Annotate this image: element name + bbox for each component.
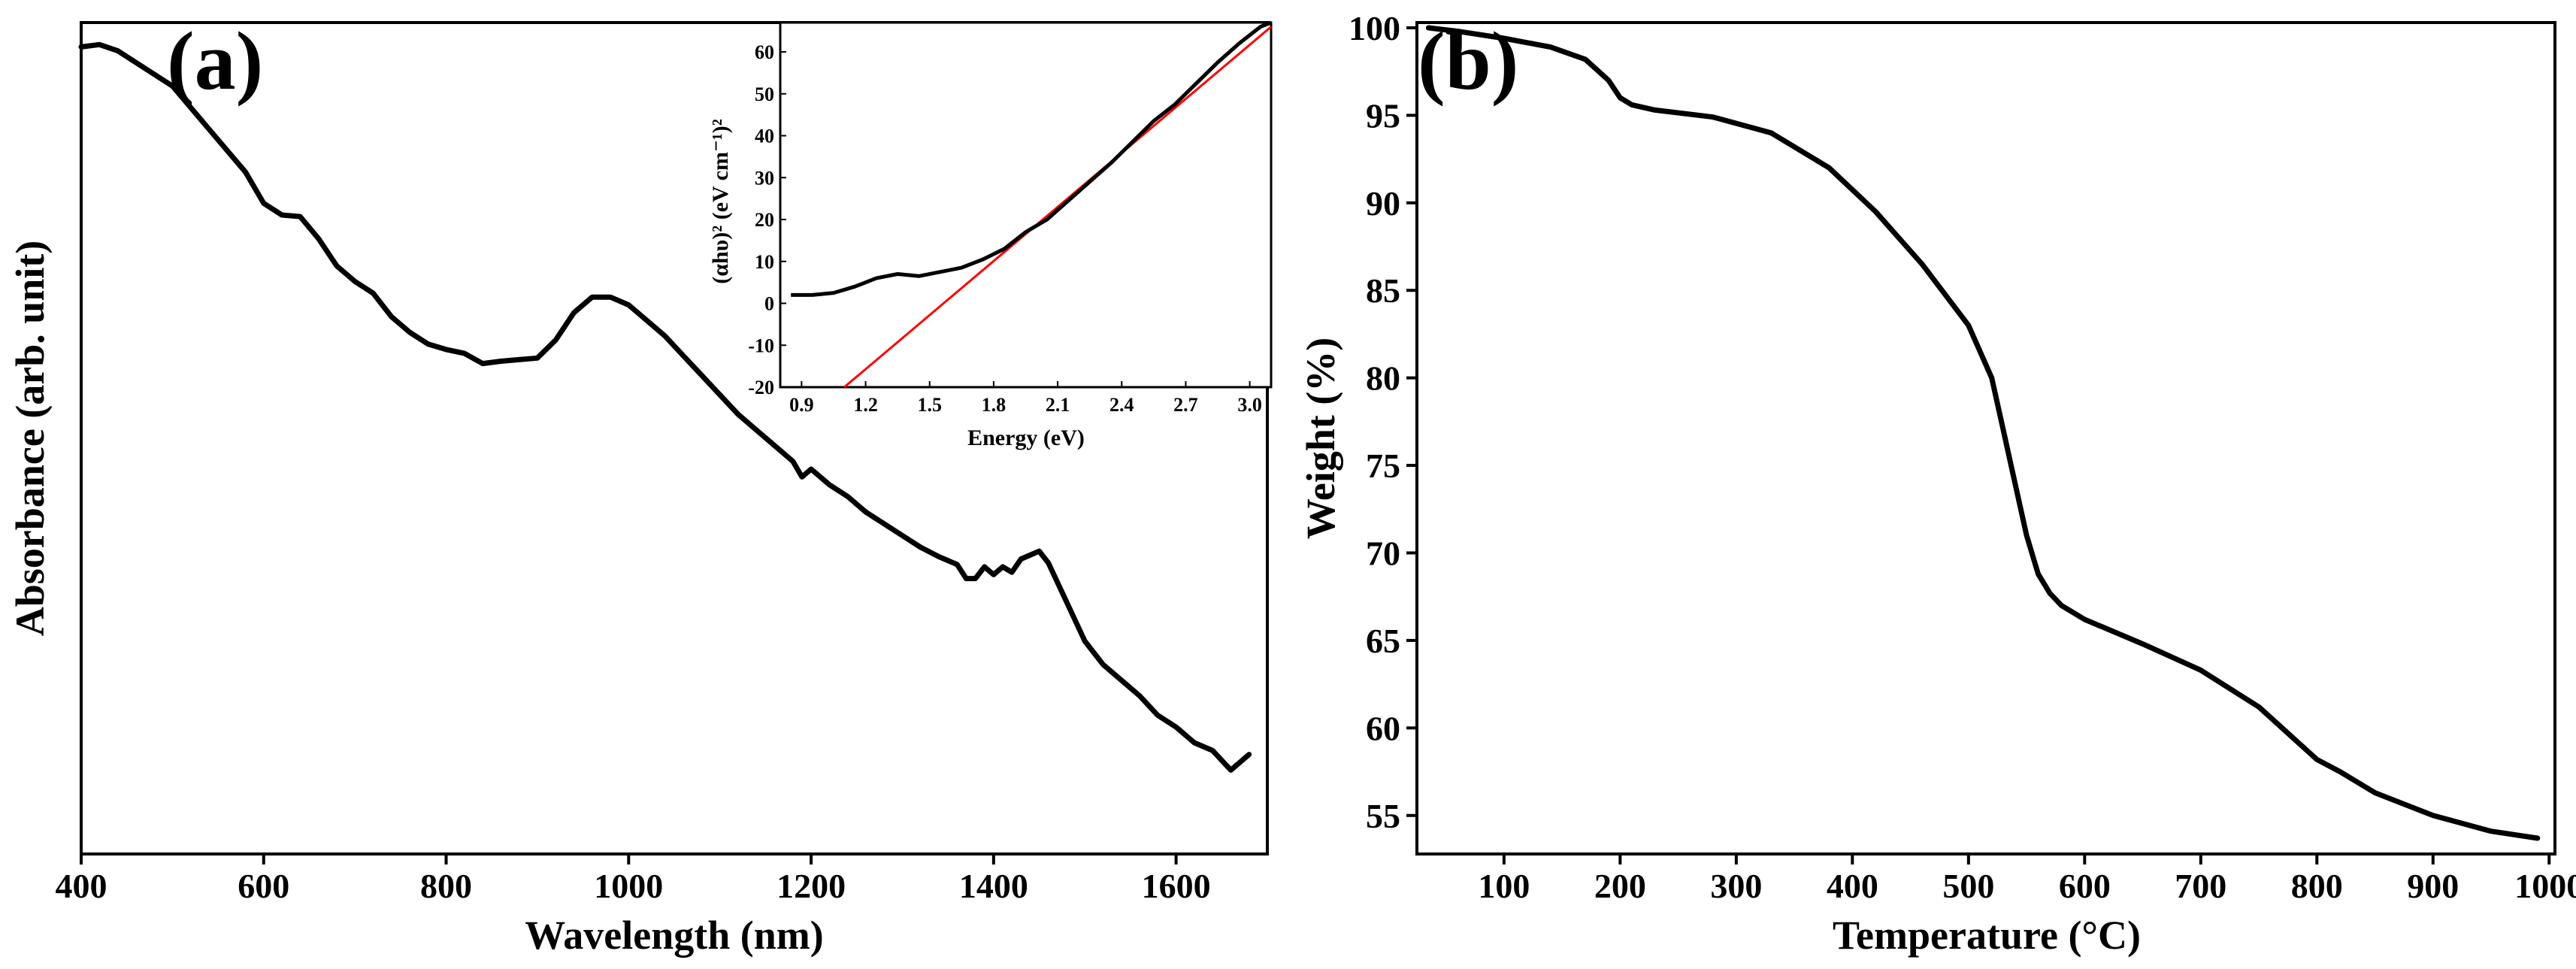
panel-b-x-tick-label: 100 xyxy=(1478,867,1530,905)
panel-b-y-axis-title: Weight (%) xyxy=(1298,338,1343,539)
panel-b-x-tick-label: 500 xyxy=(1942,867,1994,905)
inset-y-tick-label: 10 xyxy=(755,251,774,273)
inset-x-axis-title: Energy (eV) xyxy=(967,425,1085,450)
inset-linear-fit-line xyxy=(843,26,1272,389)
panel-b-y-tick-label: 100 xyxy=(1349,9,1400,47)
panel-b-x-ticks: 100 200 300 400 500 600 700 800 900 1000 xyxy=(1478,854,2576,905)
inset-x-ticks: 0.9 1.2 1.5 1.8 2.1 2.4 2.7 3.0 xyxy=(789,381,1262,416)
panel-a-label: (a) xyxy=(167,15,263,107)
panel-b-x-tick-label: 200 xyxy=(1594,867,1646,905)
panel-a-x-tick-label: 1000 xyxy=(594,867,663,905)
panel-a-x-ticks: 400 600 800 1000 1200 1400 1600 xyxy=(56,854,1211,905)
panel-a-x-tick-label: 1200 xyxy=(776,867,846,905)
inset-x-tick-label: 2.4 xyxy=(1109,394,1134,416)
panel-a-x-tick-label: 1600 xyxy=(1142,867,1211,905)
panel-b-y-tick-label: 95 xyxy=(1366,96,1400,135)
panel-a-y-axis-title: Absorbance (arb. unit) xyxy=(8,241,53,637)
panel-a-x-axis-title: Wavelength (nm) xyxy=(525,913,824,958)
inset-tauc-curve xyxy=(791,20,1272,297)
panel-a-inset-tauc-plot: 0.9 1.2 1.5 1.8 2.1 2.4 2.7 3.0 -20 -10 0 10 20 30 40… xyxy=(708,20,1273,450)
inset-x-tick-label: 0.9 xyxy=(789,394,814,416)
panel-b-y-tick-label: 55 xyxy=(1366,797,1400,835)
panel-b-weight-loss-line xyxy=(1425,25,2541,841)
panel-a-x-tick-label: 1400 xyxy=(959,867,1028,905)
panel-b-x-tick-label: 1000 xyxy=(2514,867,2576,905)
panel-a-x-tick-label: 600 xyxy=(238,867,289,905)
panel-b-x-tick-label: 800 xyxy=(2291,867,2343,905)
inset-y-tick-label: -20 xyxy=(748,377,774,398)
panel-b-y-tick-label: 85 xyxy=(1366,271,1400,310)
inset-y-axis-title: (αhυ)² (eV cm⁻¹)² xyxy=(708,119,733,284)
inset-y-tick-label: 50 xyxy=(755,83,774,105)
panel-a-x-tick-label: 800 xyxy=(420,867,472,905)
panel-b-x-tick-label: 900 xyxy=(2407,867,2459,905)
panel-b-x-tick-label: 300 xyxy=(1710,867,1762,905)
panel-a-x-tick-label: 400 xyxy=(56,867,107,905)
panel-b-x-tick-label: 400 xyxy=(1827,867,1878,905)
panel-b-plot-frame xyxy=(1415,21,2556,855)
panel-b-y-ticks: 55 60 65 70 75 80 85 90 95 100 xyxy=(1349,9,1417,835)
inset-x-tick-label: 1.5 xyxy=(917,394,942,416)
panel-b-y-tick-label: 60 xyxy=(1366,709,1400,747)
inset-y-tick-label: 20 xyxy=(755,209,774,231)
panel-b-y-tick-label: 80 xyxy=(1366,359,1400,398)
panel-b-label: (b) xyxy=(1418,15,1518,107)
inset-y-ticks: -20 -10 0 10 20 30 40 50 60 xyxy=(748,41,786,398)
inset-y-tick-label: 60 xyxy=(755,41,774,63)
panel-b-y-tick-label: 65 xyxy=(1366,622,1400,660)
inset-x-tick-label: 2.1 xyxy=(1046,394,1070,416)
panel-b-x-tick-label: 600 xyxy=(2059,867,2111,905)
panel-b-y-tick-label: 70 xyxy=(1366,534,1400,573)
panel-a-absorbance-chart: 400 600 800 1000 1200 1400 1600 (a) Wavelength… xyxy=(8,15,1273,958)
panel-a-plot-frame xyxy=(80,21,1269,855)
inset-y-tick-label: -10 xyxy=(748,335,774,356)
panel-a-absorbance-line xyxy=(78,41,1252,773)
inset-x-tick-label: 3.0 xyxy=(1237,394,1262,416)
panel-b-x-axis-title: Temperature (°C) xyxy=(1833,913,2141,958)
panel-b-tga-chart: 100 200 300 400 500 600 700 800 900 1000 55 60 65 70… xyxy=(1298,9,2576,958)
inset-x-tick-label: 2.7 xyxy=(1173,394,1198,416)
panel-b-x-tick-label: 700 xyxy=(2175,867,2226,905)
inset-plot-frame xyxy=(779,21,1273,389)
panel-b-y-tick-label: 90 xyxy=(1366,184,1400,223)
panel-b-y-tick-label: 75 xyxy=(1366,447,1400,485)
inset-x-tick-label: 1.2 xyxy=(853,394,878,416)
inset-y-tick-label: 30 xyxy=(755,167,774,189)
inset-x-tick-label: 1.8 xyxy=(982,394,1006,416)
inset-y-tick-label: 40 xyxy=(755,126,774,147)
inset-y-tick-label: 0 xyxy=(764,293,774,315)
